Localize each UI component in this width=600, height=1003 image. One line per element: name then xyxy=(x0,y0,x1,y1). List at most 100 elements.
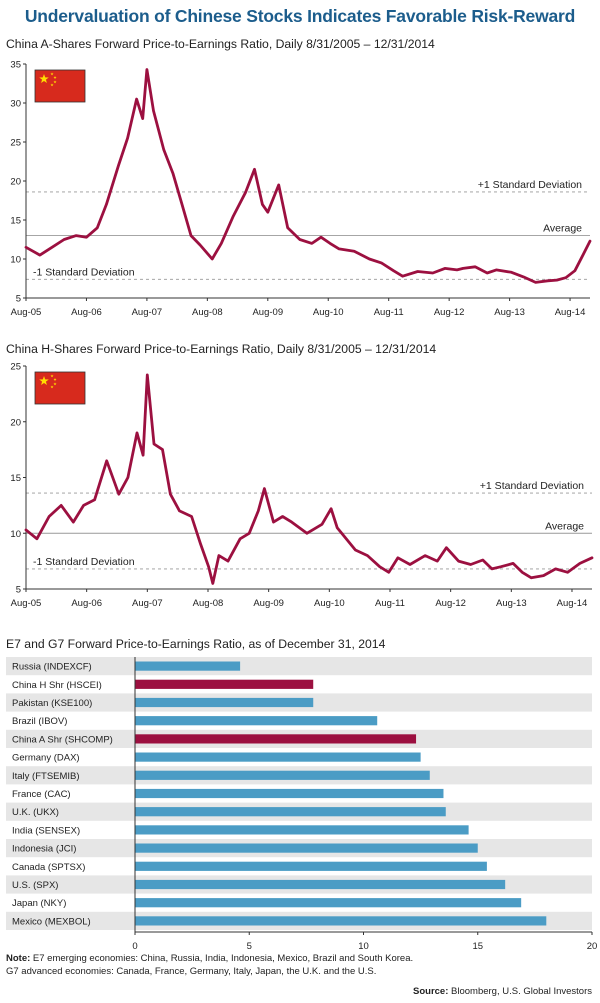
y-tick-label: 5 xyxy=(16,294,21,305)
notes-label: Note: xyxy=(6,953,31,964)
x-tick-label: 15 xyxy=(472,941,483,952)
data-point xyxy=(456,269,458,271)
data-point xyxy=(146,374,149,376)
bar xyxy=(135,825,469,835)
y-tick-label: 15 xyxy=(10,216,21,227)
pe-ratio-series-line xyxy=(24,68,592,284)
data-point xyxy=(366,554,369,557)
x-tick-label: Aug-12 xyxy=(435,598,466,609)
y-tick-label: 5 xyxy=(16,585,21,596)
row-stripe xyxy=(6,657,592,676)
data-point xyxy=(127,476,129,479)
data-point xyxy=(169,493,172,496)
data-point xyxy=(162,148,165,151)
x-tick-label: Aug-11 xyxy=(374,307,404,318)
bar xyxy=(135,916,547,926)
h-shares-line-chart: +1 Standard Deviation Average -1 Standard … xyxy=(10,362,594,609)
category-label: India (SENSEX) xyxy=(12,825,80,836)
flag-star xyxy=(50,72,54,76)
data-point xyxy=(253,168,256,171)
flag-star xyxy=(53,382,57,386)
notes-line-1: E7 emerging economies: China, Russia, In… xyxy=(30,953,414,964)
x-tick-label: Aug-05 xyxy=(11,307,42,318)
data-point xyxy=(436,560,439,562)
data-point xyxy=(72,521,75,523)
data-point xyxy=(232,215,235,218)
x-tick-label: Aug-08 xyxy=(192,307,223,318)
chart-title-e7-g7: E7 and G7 Forward Price-to-Earnings Rati… xyxy=(6,637,386,651)
data-point xyxy=(172,172,174,175)
flag-field xyxy=(34,69,86,103)
data-point xyxy=(190,234,192,237)
data-point xyxy=(546,279,549,282)
bar xyxy=(135,788,444,799)
data-point xyxy=(25,529,27,531)
y-tick-label: 20 xyxy=(10,177,21,188)
data-point xyxy=(445,546,448,549)
y-tick-label: 10 xyxy=(10,255,21,266)
x-tick-label: Aug-11 xyxy=(375,598,405,609)
flag-star xyxy=(50,83,54,87)
data-point xyxy=(444,267,446,270)
data-point xyxy=(298,238,301,241)
bar xyxy=(135,879,506,890)
x-tick-label: Aug-06 xyxy=(71,598,102,609)
data-point xyxy=(141,117,144,120)
bar xyxy=(135,679,314,689)
x-tick-label: Aug-13 xyxy=(496,598,527,609)
data-point xyxy=(566,571,569,574)
average-label: Average xyxy=(545,520,584,532)
data-point xyxy=(36,537,38,540)
data-point xyxy=(378,565,381,568)
data-point xyxy=(152,109,155,112)
y-tick-label: 35 xyxy=(10,60,21,71)
data-point xyxy=(266,211,269,214)
flag-field xyxy=(34,371,86,405)
data-point xyxy=(25,246,27,249)
data-point xyxy=(51,246,53,249)
y-tick-label: 30 xyxy=(10,99,21,110)
data-point xyxy=(486,272,489,274)
flag-star xyxy=(39,376,49,386)
data-point xyxy=(330,507,332,510)
data-point xyxy=(48,515,50,518)
data-point xyxy=(82,504,85,507)
data-point xyxy=(474,265,476,268)
data-point xyxy=(218,554,220,557)
data-point xyxy=(117,493,120,496)
y-tick-label: 25 xyxy=(10,362,21,373)
chart-title-a-shares: China A-Shares Forward Price-to-Earnings… xyxy=(6,37,435,51)
plus-sd-label: +1 Standard Deviation xyxy=(480,480,584,492)
data-point xyxy=(75,234,78,237)
data-point xyxy=(290,521,293,523)
source: Source: Bloomberg, U.S. Global Investors xyxy=(413,986,592,997)
data-point xyxy=(261,203,264,206)
page-title: Undervaluation of Chinese Stocks Indicat… xyxy=(24,6,576,26)
data-point xyxy=(135,98,138,100)
data-point xyxy=(286,226,289,229)
category-label: Germany (DAX) xyxy=(12,753,80,764)
data-point xyxy=(277,184,280,186)
data-point xyxy=(353,250,356,253)
data-point xyxy=(248,532,251,535)
data-point xyxy=(199,543,202,546)
x-tick-label: Aug-14 xyxy=(557,598,588,609)
notes: Note: E7 emerging economies: China, Russ… xyxy=(6,953,596,978)
data-point xyxy=(368,258,371,260)
bar xyxy=(135,661,241,671)
bar xyxy=(135,861,487,871)
data-point xyxy=(311,242,313,245)
data-point xyxy=(555,279,558,281)
x-tick-label: 5 xyxy=(247,941,252,952)
x-tick-label: 10 xyxy=(358,941,369,952)
bar xyxy=(135,697,314,708)
data-point xyxy=(181,203,183,206)
data-point xyxy=(105,459,108,462)
bar xyxy=(135,898,522,908)
data-point xyxy=(589,240,591,243)
data-point xyxy=(510,271,513,274)
data-point xyxy=(500,565,502,568)
category-label: China H Shr (HSCEI) xyxy=(12,680,102,691)
data-point xyxy=(424,554,427,557)
x-tick-label: Aug-14 xyxy=(555,307,586,318)
